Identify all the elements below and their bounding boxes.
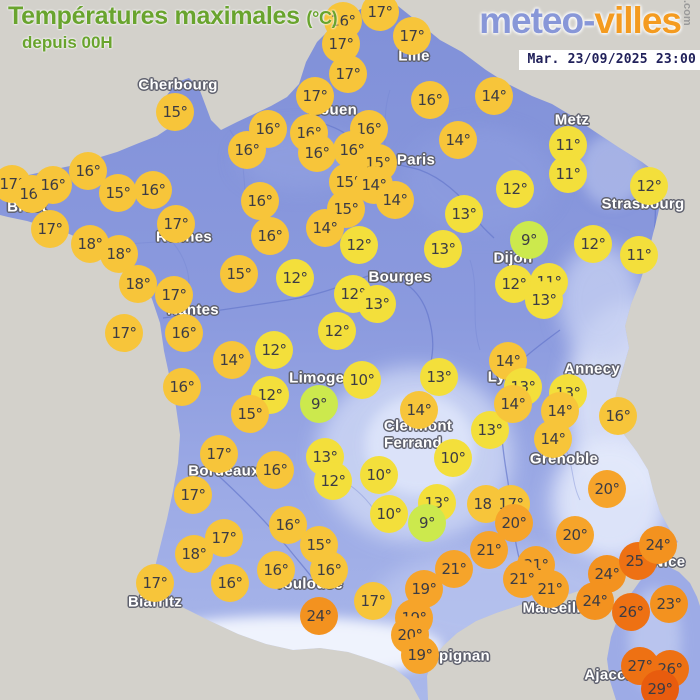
logo-part-tld: .com xyxy=(681,0,693,26)
page-title-unit: (°C) xyxy=(306,8,338,28)
page-title-text: Températures maximales xyxy=(8,2,300,30)
page-subtitle: depuis 00H xyxy=(22,33,113,52)
meteo-villes-logo[interactable]: meteo-villes.com xyxy=(479,0,693,42)
corsica-shading xyxy=(629,588,681,692)
logo-part-villes: villes xyxy=(594,0,682,41)
title-block: Températures maximales (°C) depuis 00H xyxy=(8,2,338,53)
timestamp-badge: Mar. 23/09/2025 23:00 xyxy=(519,50,700,70)
page-title: Températures maximales (°C) xyxy=(8,2,338,31)
logo-part-meteo: meteo- xyxy=(479,0,595,41)
